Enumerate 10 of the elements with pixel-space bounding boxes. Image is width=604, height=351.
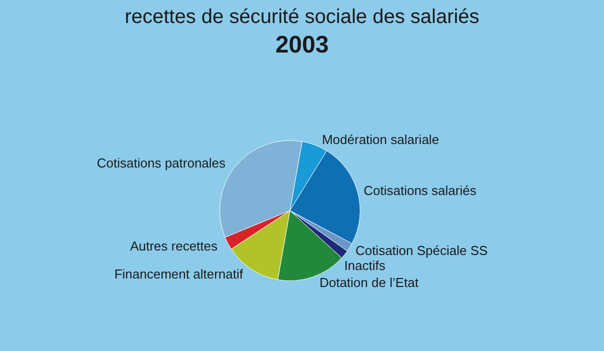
slice-label: Modération salariale: [322, 132, 440, 147]
chart-subtitle: 2003: [275, 32, 329, 58]
slice-label: Dotation de l’Etat: [319, 275, 419, 290]
slice-label: Cotisations salariés: [364, 183, 477, 198]
slice-label: Autres recettes: [130, 238, 218, 254]
slice-label: Financement alternatif: [114, 266, 244, 282]
slice-label: Cotisation Spéciale SS: [355, 243, 488, 258]
slice-label: Cotisations patronales: [96, 155, 226, 170]
slice-label: Inactifs: [344, 258, 386, 274]
chart-title: recettes de sécurité sociale des salariés: [124, 6, 480, 28]
